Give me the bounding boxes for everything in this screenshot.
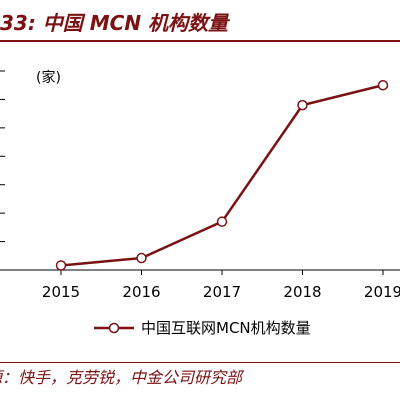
source-note: 源：快手，克劳锐，中金公司研究部	[0, 368, 243, 387]
figure-title: 33: 中国 MCN 机构数量	[0, 11, 229, 35]
y-unit-label: (家)	[36, 69, 61, 86]
x-tick-label: 2016	[122, 283, 160, 301]
series-line	[60, 84, 384, 267]
data-point	[377, 79, 389, 91]
data-point	[136, 252, 147, 264]
x-tick-label: 2017	[203, 283, 241, 301]
source-divider	[0, 362, 400, 363]
data-point	[297, 99, 308, 111]
data-point	[55, 260, 67, 271]
data-point	[216, 216, 228, 227]
legend-label: 中国互联网MCN机构数量	[141, 319, 311, 337]
x-tick-label: 2019	[364, 283, 400, 301]
title-divider	[0, 40, 400, 42]
x-tick-label: 2015	[42, 283, 80, 301]
legend-marker	[108, 322, 120, 334]
x-tick-label: 2018	[283, 283, 321, 301]
line-chart: 2015 2016 2017 2018 2019 (家) 中国互联网MCN机构数量	[0, 69, 400, 337]
